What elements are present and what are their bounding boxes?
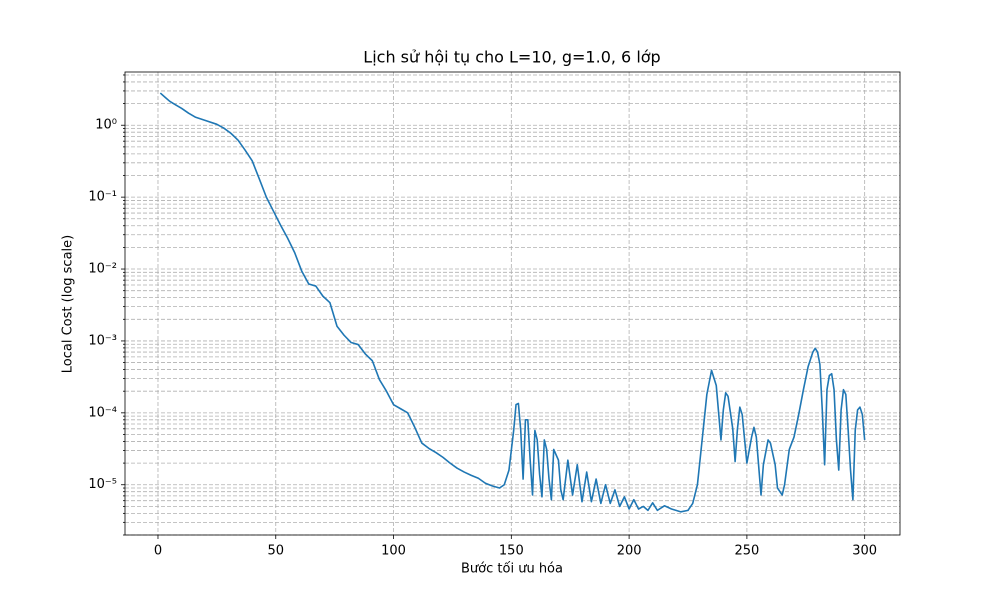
y-tick-label: 10⁻¹ xyxy=(88,190,117,205)
x-tick-label: 0 xyxy=(154,544,162,559)
y-axis-label: Local Cost (log scale) xyxy=(61,235,76,373)
y-tick-label: 10⁰ xyxy=(95,118,117,133)
x-tick-label: 250 xyxy=(734,544,759,559)
x-tick-label: 300 xyxy=(852,544,877,559)
x-tick-label: 50 xyxy=(267,544,284,559)
chart-title: Lịch sử hội tụ cho L=10, g=1.0, 6 lớp xyxy=(363,48,660,67)
x-tick-label: 150 xyxy=(499,544,524,559)
y-tick-label: 10⁻⁴ xyxy=(88,405,117,420)
x-tick-label: 200 xyxy=(617,544,642,559)
y-tick-label: 10⁻³ xyxy=(88,333,117,348)
plot-frame xyxy=(124,71,901,536)
y-tick-label: 10⁻² xyxy=(88,262,117,277)
y-tick-label: 10⁻⁵ xyxy=(88,477,117,492)
x-tick-label: 100 xyxy=(381,544,406,559)
x-axis-label: Bước tối ưu hóa xyxy=(461,562,563,577)
line xyxy=(159,92,866,513)
